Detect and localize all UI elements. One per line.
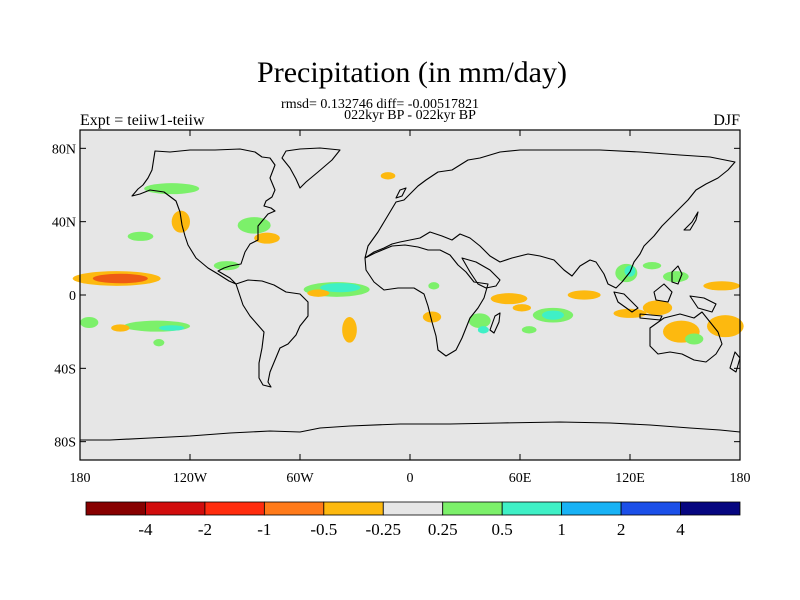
anomaly-patch-33 [642,300,673,316]
anomaly-patch-30 [642,262,662,270]
coastline-uk [395,187,407,199]
anomaly-patch-5 [237,217,271,234]
anomaly-patch-37 [685,333,704,345]
coastline-new-zealand [729,351,741,373]
anomaly-patch-11 [342,317,357,343]
lon-tick-label: 120W [173,471,208,486]
anomaly-patch-9 [320,283,361,293]
colorbar-swatch [620,501,681,516]
lon-tick-label: 180 [730,471,751,486]
lon-tick-label: 180 [70,471,91,486]
coastline-australia [649,311,723,363]
coastline-africa [364,244,489,357]
coastline-borneo [653,283,673,303]
coastline-greenland [281,147,341,189]
anomaly-patch-19 [428,282,440,290]
experiment-label: Expt = teiiw1-teiiw [80,112,205,129]
lat-tick-label: 40S [54,362,76,377]
coastline-java [639,313,663,321]
anomaly-patch-3 [127,231,154,241]
lon-tick-label: 60W [286,471,314,486]
anomaly-patch-32 [703,281,741,291]
coastline-south-america [235,279,309,388]
anomaly-patch-10 [307,289,330,297]
lon-tick-label: 120E [615,471,645,486]
colorbar-label: -0.5 [310,520,337,539]
anomaly-patch-36 [707,315,744,338]
colorbar-swatch [382,501,444,516]
longitude-axis: 180 120W 60W 0 60E 120E 180 [70,130,751,486]
anomaly-patch-34 [613,308,647,318]
colorbar-swatch [323,501,384,516]
coastline-japan [683,211,699,231]
colorbar-swatch [85,501,146,516]
map-background [80,130,740,460]
anomaly-patch-17 [380,172,396,180]
lon-tick-label: 0 [407,471,414,486]
latitude-axis: 80N 40N 0 40S 80S [52,142,740,451]
lat-tick-label: 0 [69,289,76,304]
colorbar-label: -1 [257,520,271,539]
coastline-arabia [461,257,501,289]
colorbar-swatch [442,501,503,516]
coastline-new-guinea [689,295,717,313]
stats-subtitle: rmsd= 0.132746 diff= -0.00517821 [281,97,479,112]
colorbar-label: 0.5 [492,520,513,539]
anomaly-patch-20 [468,313,491,328]
coastline-eurasia [364,149,736,289]
lat-tick-label: 80S [54,436,76,451]
colorbar-label: 1 [557,520,566,539]
lat-tick-label: 40N [52,216,76,231]
anomaly-patch-6 [254,232,280,244]
colorbar-swatch [680,501,741,516]
colorbar-label: -2 [198,520,212,539]
anomaly-patch-22 [490,293,528,305]
coastline-madagascar [489,312,501,334]
coastline-north-america [131,148,276,285]
anomaly-patch-14 [111,324,130,332]
anomaly-patch-1 [92,273,148,284]
colorbar-label: -0.25 [366,520,401,539]
anomaly-patch-16 [153,339,165,347]
colorbar-label: 2 [617,520,626,539]
coastline-antarctica [80,421,741,441]
anomaly-patch-26 [521,326,537,334]
colorbar-label: 4 [676,520,685,539]
anomaly-patch-13 [158,325,185,331]
colorbar-swatch [561,501,622,516]
anomaly-patch-31 [663,271,689,283]
colorbar: -4 -2 -1 -0.5 -0.25 0.25 0.5 1 2 4 [85,501,741,539]
coastline-philippines [671,265,683,285]
anomaly-patch-18 [422,311,442,323]
anomaly-patch-25 [542,310,564,320]
anomaly-patch-27 [567,290,601,300]
anomaly-patch-23 [512,304,531,312]
colorbar-swatch [204,501,265,516]
anomaly-patch-15 [80,317,99,328]
coastline-sumatra [613,291,639,313]
season-label: DJF [713,112,740,129]
anomaly-patch-2 [144,183,200,195]
lat-tick-label: 80N [52,142,76,157]
coastlines [80,147,741,441]
colorbar-swatch [263,501,325,516]
plot-title: Precipitation (in mm/day) [257,56,567,89]
anomaly-patch-7 [213,261,240,271]
colorbar-label: 0.25 [428,520,458,539]
colorbar-label: -4 [138,520,153,539]
lon-tick-label: 60E [509,471,532,486]
colorbar-swatch [145,501,206,516]
colorbar-swatch [501,501,563,516]
anomaly-patch-4 [171,210,190,233]
map-panel: 80N 40N 0 40S 80S 180 120W 60W 0 60E 120E 180 [52,129,751,486]
period-subtitle: 022kyr BP - 022kyr BP [344,108,476,123]
anomaly-patch-21 [477,326,489,334]
